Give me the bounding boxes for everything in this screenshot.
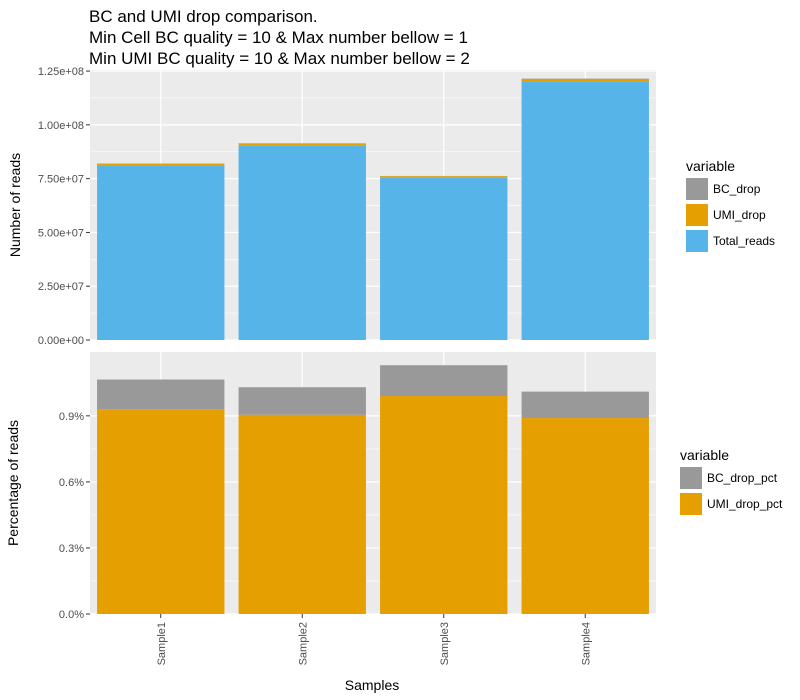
legend-label-total-reads: Total_reads [713,234,775,248]
bar-umi-drop-pct-sample2 [238,414,366,614]
y-tick-label: 0.0% [59,609,84,621]
y-tick-label: 0.9% [59,411,84,423]
y-tick-label: 5.00e+07 [38,227,84,239]
legend-key-umi-drop-pct [680,493,702,515]
bar-bc-drop-pct-sample2 [238,387,366,415]
y-tick-label: 1.25e+08 [38,66,84,78]
bar-umi-drop-sample1 [97,163,225,166]
y-tick-label: 7.50e+07 [38,174,84,186]
x-tick-label-sample4: Sample4 [580,622,592,665]
bar-total-reads-sample1 [97,165,225,340]
y-axis-title-panel-2: Percentage of reads [5,420,21,546]
bar-bc-drop-pct-sample3 [380,365,508,397]
legend-label-bc-drop-pct: BC_drop_pct [707,471,778,485]
bar-total-reads-sample3 [380,177,508,340]
legend-key-bc-drop [686,178,708,200]
bar-bc-drop-pct-sample4 [521,391,649,419]
x-tick-label-sample1: Sample1 [156,622,168,665]
legend-label-umi-drop-pct: UMI_drop_pct [707,497,783,511]
bar-umi-drop-pct-sample3 [380,396,508,614]
bar-umi-drop-sample4 [521,78,649,82]
legend-panel-1: variable BC_drop UMI_drop Total_reads [686,158,775,252]
legend-title: variable [686,158,735,174]
legend-key-bc-drop-pct [680,467,702,489]
chart-title-line-2: Min Cell BC quality = 10 & Max number be… [89,28,468,47]
legend-label-bc-drop: BC_drop [713,182,761,196]
bar-umi-drop-pct-sample4 [521,418,649,614]
legend-key-umi-drop [686,204,708,226]
legend-panel-2: variable BC_drop_pct UMI_drop_pct [680,447,783,515]
panel-1: 0.00e+00 2.50e+07 5.00e+07 7.50e+07 1.00e+08… [7,66,775,347]
panel-2: 0.0% 0.3% 0.6% 0.9% Percentage of reads varia… [5,352,783,621]
x-tick-label-sample3: Sample3 [439,622,451,665]
bar-umi-drop-pct-sample1 [97,409,225,614]
y-tick-label: 0.00e+00 [38,335,84,347]
y-tick-label: 0.6% [59,477,84,489]
bar-umi-drop-sample3 [380,176,508,178]
bar-total-reads-sample2 [238,145,366,340]
x-tick-label-sample2: Sample2 [297,622,309,665]
bar-total-reads-sample4 [521,81,649,340]
y-tick-label: 1.00e+08 [38,120,84,132]
legend-title: variable [680,447,729,463]
legend-label-umi-drop: UMI_drop [713,208,766,222]
legend-key-total-reads [686,230,708,252]
bar-bc-drop-pct-sample1 [97,379,225,410]
x-axis: Sample1 Sample2 Sample3 Sample4 [156,614,592,665]
y-axis-title-panel-1: Number of reads [7,153,23,257]
bar-umi-drop-sample2 [238,143,366,146]
chart-panels: 0.00e+00 2.50e+07 5.00e+07 7.50e+07 1.00e+08… [5,66,783,621]
y-tick-label: 0.3% [59,543,84,555]
chart-title-line-1: BC and UMI drop comparison. [89,7,318,26]
y-tick-label: 2.50e+07 [38,281,84,293]
chart-title: BC and UMI drop comparison. Min Cell BC … [89,7,470,68]
x-axis-title: Samples [345,677,399,693]
chart-title-line-3: Min UMI BC quality = 10 & Max number bel… [89,49,470,68]
